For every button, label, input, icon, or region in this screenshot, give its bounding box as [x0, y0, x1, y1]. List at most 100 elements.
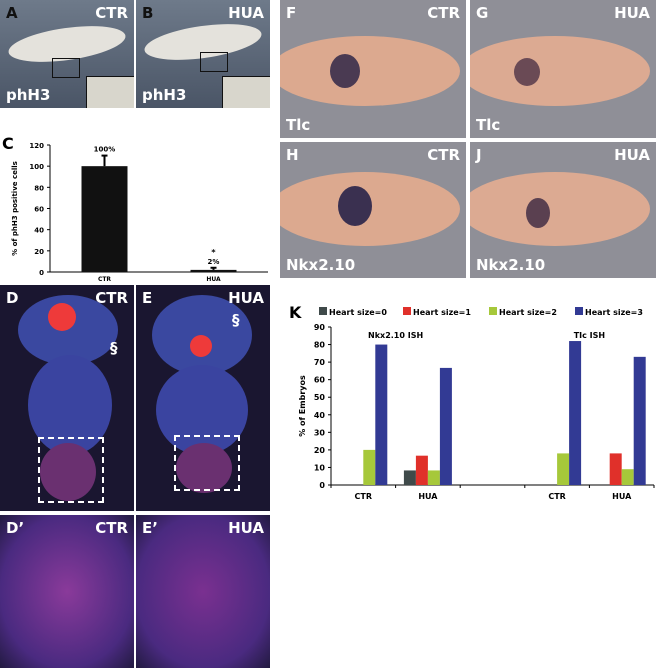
condition-label: HUA: [228, 4, 264, 22]
chart-c: C 0 20 40 60 80 100 120 % of phH3 positive cells…: [2, 134, 268, 282]
condition-label: CTR: [95, 519, 128, 537]
x-tick-label: CTR: [548, 492, 566, 500]
panel-letter: F: [286, 4, 297, 22]
x-tick-label: CTR: [98, 276, 111, 282]
y-tick-label: 0: [39, 269, 44, 277]
x-tick-label: HUA: [206, 276, 221, 282]
y-tick-label: 30: [314, 428, 326, 437]
data-label: 2%: [208, 258, 220, 266]
y-tick-label: 20: [34, 248, 44, 256]
condition-label: CTR: [427, 146, 460, 164]
y-tick-label: 100: [29, 163, 44, 171]
legend-swatch: [489, 307, 497, 315]
condition-label: HUA: [614, 4, 650, 22]
y-tick-label: 60: [34, 206, 44, 214]
panel-g-image: G HUA Tlc: [470, 0, 656, 138]
heart-stain: [514, 58, 540, 86]
panel-b-image: B HUA phH3: [136, 0, 270, 108]
legend-label: Heart size=0: [329, 308, 387, 317]
group-label: TIc ISH: [574, 331, 605, 340]
bar: [363, 449, 376, 485]
chart-k: K Heart size=0 Heart size=1 Heart size=2 Hea…: [289, 303, 655, 500]
panel-letter: A: [6, 4, 18, 22]
bar: [81, 166, 128, 272]
inset: [222, 76, 270, 108]
embryo: [470, 172, 650, 246]
panel-letter: H: [286, 146, 299, 164]
legend-label: Heart size=1: [413, 308, 471, 317]
panel-letter: J: [476, 146, 482, 164]
panel-d-prime-image: D’ CTR: [0, 515, 134, 668]
y-tick-label: 50: [314, 393, 326, 402]
legend-swatch: [575, 307, 583, 315]
section-mark: §: [232, 311, 240, 329]
panel-letter: C: [2, 134, 14, 153]
group-label: Nkx2.10 ISH: [368, 331, 423, 340]
bar: [427, 470, 440, 485]
bar: [190, 269, 237, 272]
stain-label: Tlc: [476, 116, 501, 134]
data-label: 100%: [94, 146, 116, 154]
heart-signal: [48, 303, 76, 331]
panel-e-prime-image: E’ HUA: [136, 515, 270, 668]
x-tick-label: CTR: [355, 492, 373, 500]
stain-label: Tlc: [286, 116, 311, 134]
y-tick-label: 80: [314, 341, 326, 350]
stain-label: phH3: [6, 86, 51, 104]
stain-label: phH3: [142, 86, 187, 104]
tissue: [156, 365, 248, 455]
panel-letter: G: [476, 4, 489, 22]
embryo: [280, 36, 460, 106]
panel-letter: E: [142, 289, 153, 307]
bar: [621, 469, 634, 485]
tissue: [176, 443, 232, 493]
condition-label: HUA: [228, 289, 264, 307]
stain-label: Nkx2.10: [286, 256, 356, 274]
panel-letter: D: [6, 289, 19, 307]
panel-e-image: E HUA §: [136, 285, 270, 511]
condition-label: CTR: [427, 4, 460, 22]
panel-f-image: F CTR Tlc: [280, 0, 466, 138]
condition-label: HUA: [228, 519, 264, 537]
y-tick-label: 90: [314, 323, 326, 332]
legend-label: Heart size=3: [585, 308, 643, 317]
tissue: [40, 443, 96, 501]
y-tick-label: 40: [314, 411, 326, 420]
heart-stain: [330, 54, 360, 88]
embryo: [470, 36, 650, 106]
heart-stain: [338, 186, 372, 226]
panel-h-image: H CTR Nkx2.10: [280, 142, 466, 278]
y-axis-label: % of phH3 positive cells: [11, 161, 19, 256]
y-tick-label: 60: [314, 376, 326, 385]
y-tick-label: 20: [314, 446, 326, 455]
bar: [415, 455, 428, 485]
panel-a-image: A CTR phH3: [0, 0, 134, 108]
bar: [403, 470, 416, 485]
condition-label: CTR: [95, 4, 128, 22]
y-tick-label: 70: [314, 358, 326, 367]
stain-label: Nkx2.10: [476, 256, 546, 274]
y-tick-label: 0: [319, 481, 325, 490]
bar: [569, 341, 582, 485]
panel-letter: E’: [142, 519, 158, 537]
section-mark: §: [110, 339, 118, 357]
panel-j-image: J HUA Nkx2.10: [470, 142, 656, 278]
bar: [375, 344, 388, 485]
panel-letter: B: [142, 4, 154, 22]
legend-swatch: [319, 307, 327, 315]
x-tick-label: HUA: [612, 492, 632, 500]
zoom-box: [38, 437, 104, 503]
zoom-box: [200, 52, 228, 72]
y-tick-label: 80: [34, 184, 44, 192]
y-tick-label: 120: [29, 142, 44, 150]
panel-d-image: D CTR §: [0, 285, 134, 511]
legend-label: Heart size=2: [499, 308, 557, 317]
condition-label: CTR: [95, 289, 128, 307]
zoom-box: [52, 58, 80, 78]
condition-label: HUA: [614, 146, 650, 164]
inset: [86, 76, 134, 108]
y-tick-label: 10: [314, 463, 326, 472]
significance-mark: *: [211, 248, 216, 257]
heart-stain: [526, 198, 550, 228]
panel-letter: K: [289, 303, 302, 322]
